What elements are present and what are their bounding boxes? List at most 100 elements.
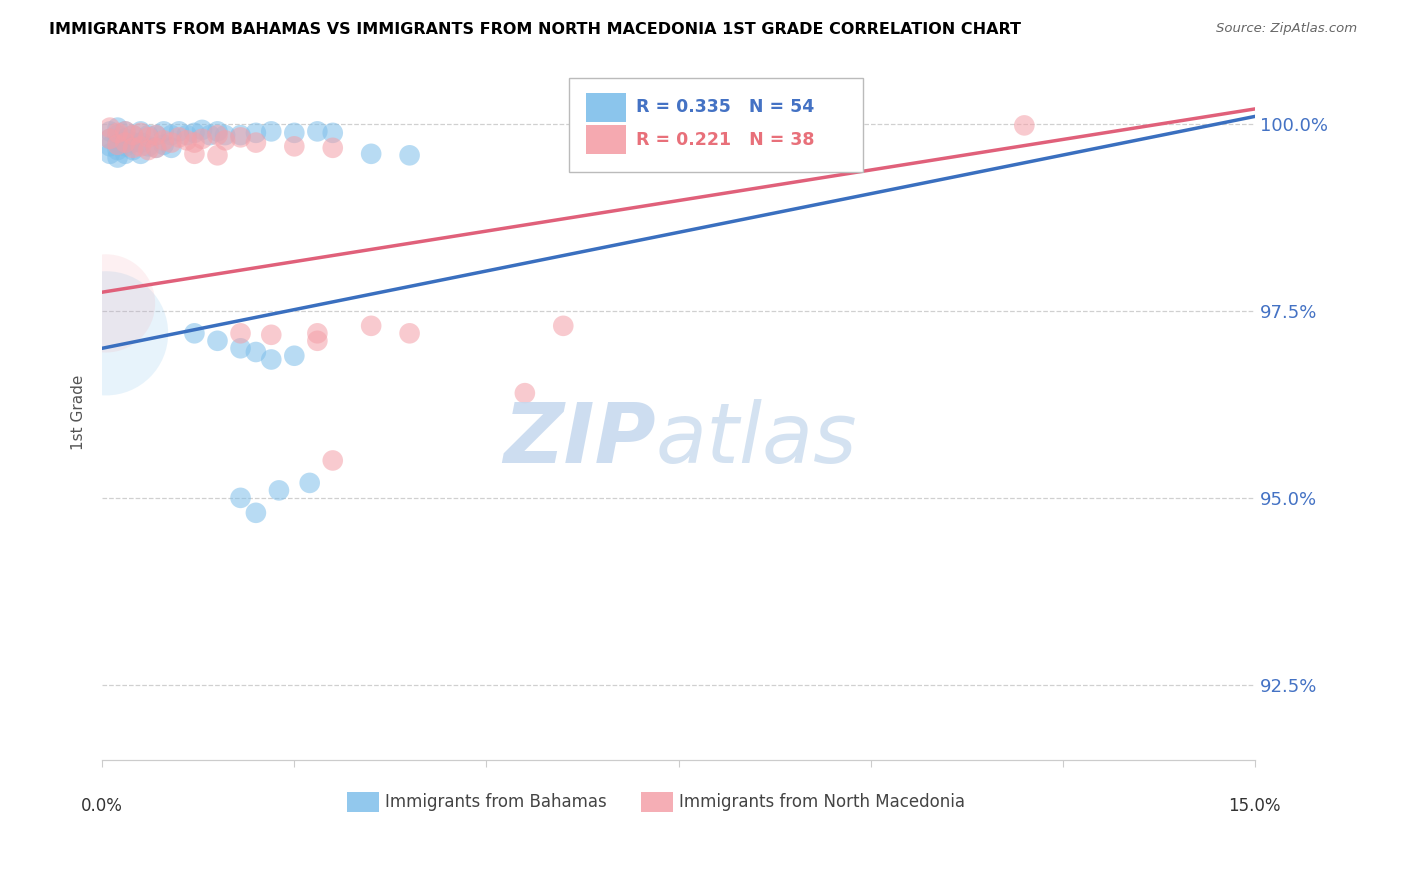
Point — [229, 128, 252, 142]
Point — [136, 128, 159, 142]
Text: 0.0%: 0.0% — [82, 797, 124, 815]
Point — [114, 139, 136, 153]
Point — [114, 132, 136, 146]
Point — [107, 136, 129, 150]
Point — [98, 146, 121, 161]
Text: Immigrants from North Macedonia: Immigrants from North Macedonia — [679, 793, 965, 811]
Point — [122, 136, 145, 150]
Point — [245, 345, 267, 359]
Y-axis label: 1st Grade: 1st Grade — [72, 374, 86, 450]
Point — [298, 475, 321, 490]
Point — [129, 146, 152, 161]
Point — [114, 124, 136, 138]
Point — [145, 128, 167, 142]
Point — [322, 141, 344, 155]
Point — [129, 139, 152, 153]
Text: 15.0%: 15.0% — [1229, 797, 1281, 815]
Point — [1014, 119, 1036, 133]
Point — [176, 128, 198, 142]
Point — [821, 119, 844, 133]
Point — [98, 139, 121, 153]
Point — [176, 133, 198, 147]
Point — [98, 124, 121, 138]
Point — [98, 132, 121, 146]
Point — [122, 143, 145, 157]
Point — [229, 130, 252, 145]
Point — [207, 124, 229, 138]
Point — [145, 128, 167, 142]
Point — [107, 126, 129, 140]
Point — [360, 146, 382, 161]
Point — [307, 326, 329, 341]
Point — [136, 139, 159, 153]
Point — [628, 128, 651, 142]
Point — [94, 326, 117, 341]
Point — [260, 352, 283, 367]
Point — [260, 327, 283, 342]
Point — [360, 318, 382, 333]
Point — [322, 453, 344, 467]
Point — [214, 133, 236, 147]
FancyBboxPatch shape — [641, 792, 673, 812]
Point — [307, 334, 329, 348]
FancyBboxPatch shape — [586, 125, 626, 154]
Point — [167, 130, 190, 145]
Point — [191, 123, 214, 137]
Point — [283, 349, 305, 363]
Point — [260, 124, 283, 138]
Text: Immigrants from Bahamas: Immigrants from Bahamas — [385, 793, 606, 811]
Point — [129, 136, 152, 150]
Point — [229, 341, 252, 355]
FancyBboxPatch shape — [586, 93, 626, 122]
Point — [114, 146, 136, 161]
Point — [214, 128, 236, 142]
Text: atlas: atlas — [655, 399, 858, 480]
Point — [160, 141, 183, 155]
Point — [114, 136, 136, 150]
Text: Source: ZipAtlas.com: Source: ZipAtlas.com — [1216, 22, 1357, 36]
FancyBboxPatch shape — [569, 78, 863, 172]
Point — [183, 136, 205, 150]
Point — [107, 151, 129, 165]
Point — [152, 133, 174, 147]
Point — [129, 124, 152, 138]
Point — [107, 120, 129, 135]
Point — [107, 128, 129, 142]
Point — [283, 139, 305, 153]
Point — [283, 126, 305, 140]
Point — [160, 128, 183, 142]
Point — [145, 141, 167, 155]
Point — [245, 126, 267, 140]
Text: IMMIGRANTS FROM BAHAMAS VS IMMIGRANTS FROM NORTH MACEDONIA 1ST GRADE CORRELATION: IMMIGRANTS FROM BAHAMAS VS IMMIGRANTS FR… — [49, 22, 1021, 37]
Point — [136, 130, 159, 145]
Point — [122, 128, 145, 142]
Point — [107, 143, 129, 157]
Point — [229, 326, 252, 341]
Point — [94, 296, 117, 310]
Point — [207, 334, 229, 348]
Point — [98, 120, 121, 135]
FancyBboxPatch shape — [346, 792, 378, 812]
Point — [114, 124, 136, 138]
Text: R = 0.335   N = 54: R = 0.335 N = 54 — [636, 98, 814, 116]
Point — [513, 386, 536, 401]
Point — [198, 128, 221, 142]
Point — [152, 124, 174, 138]
Point — [398, 326, 420, 341]
Point — [207, 148, 229, 162]
Point — [245, 506, 267, 520]
Point — [191, 132, 214, 146]
Point — [553, 318, 575, 333]
Point — [183, 126, 205, 140]
Text: ZIP: ZIP — [503, 399, 655, 480]
Point — [245, 136, 267, 150]
Point — [307, 124, 329, 138]
Point — [145, 141, 167, 155]
Point — [122, 141, 145, 155]
Point — [183, 146, 205, 161]
Point — [136, 143, 159, 157]
Point — [160, 136, 183, 150]
Point — [267, 483, 290, 498]
Point — [107, 137, 129, 152]
Point — [152, 137, 174, 152]
